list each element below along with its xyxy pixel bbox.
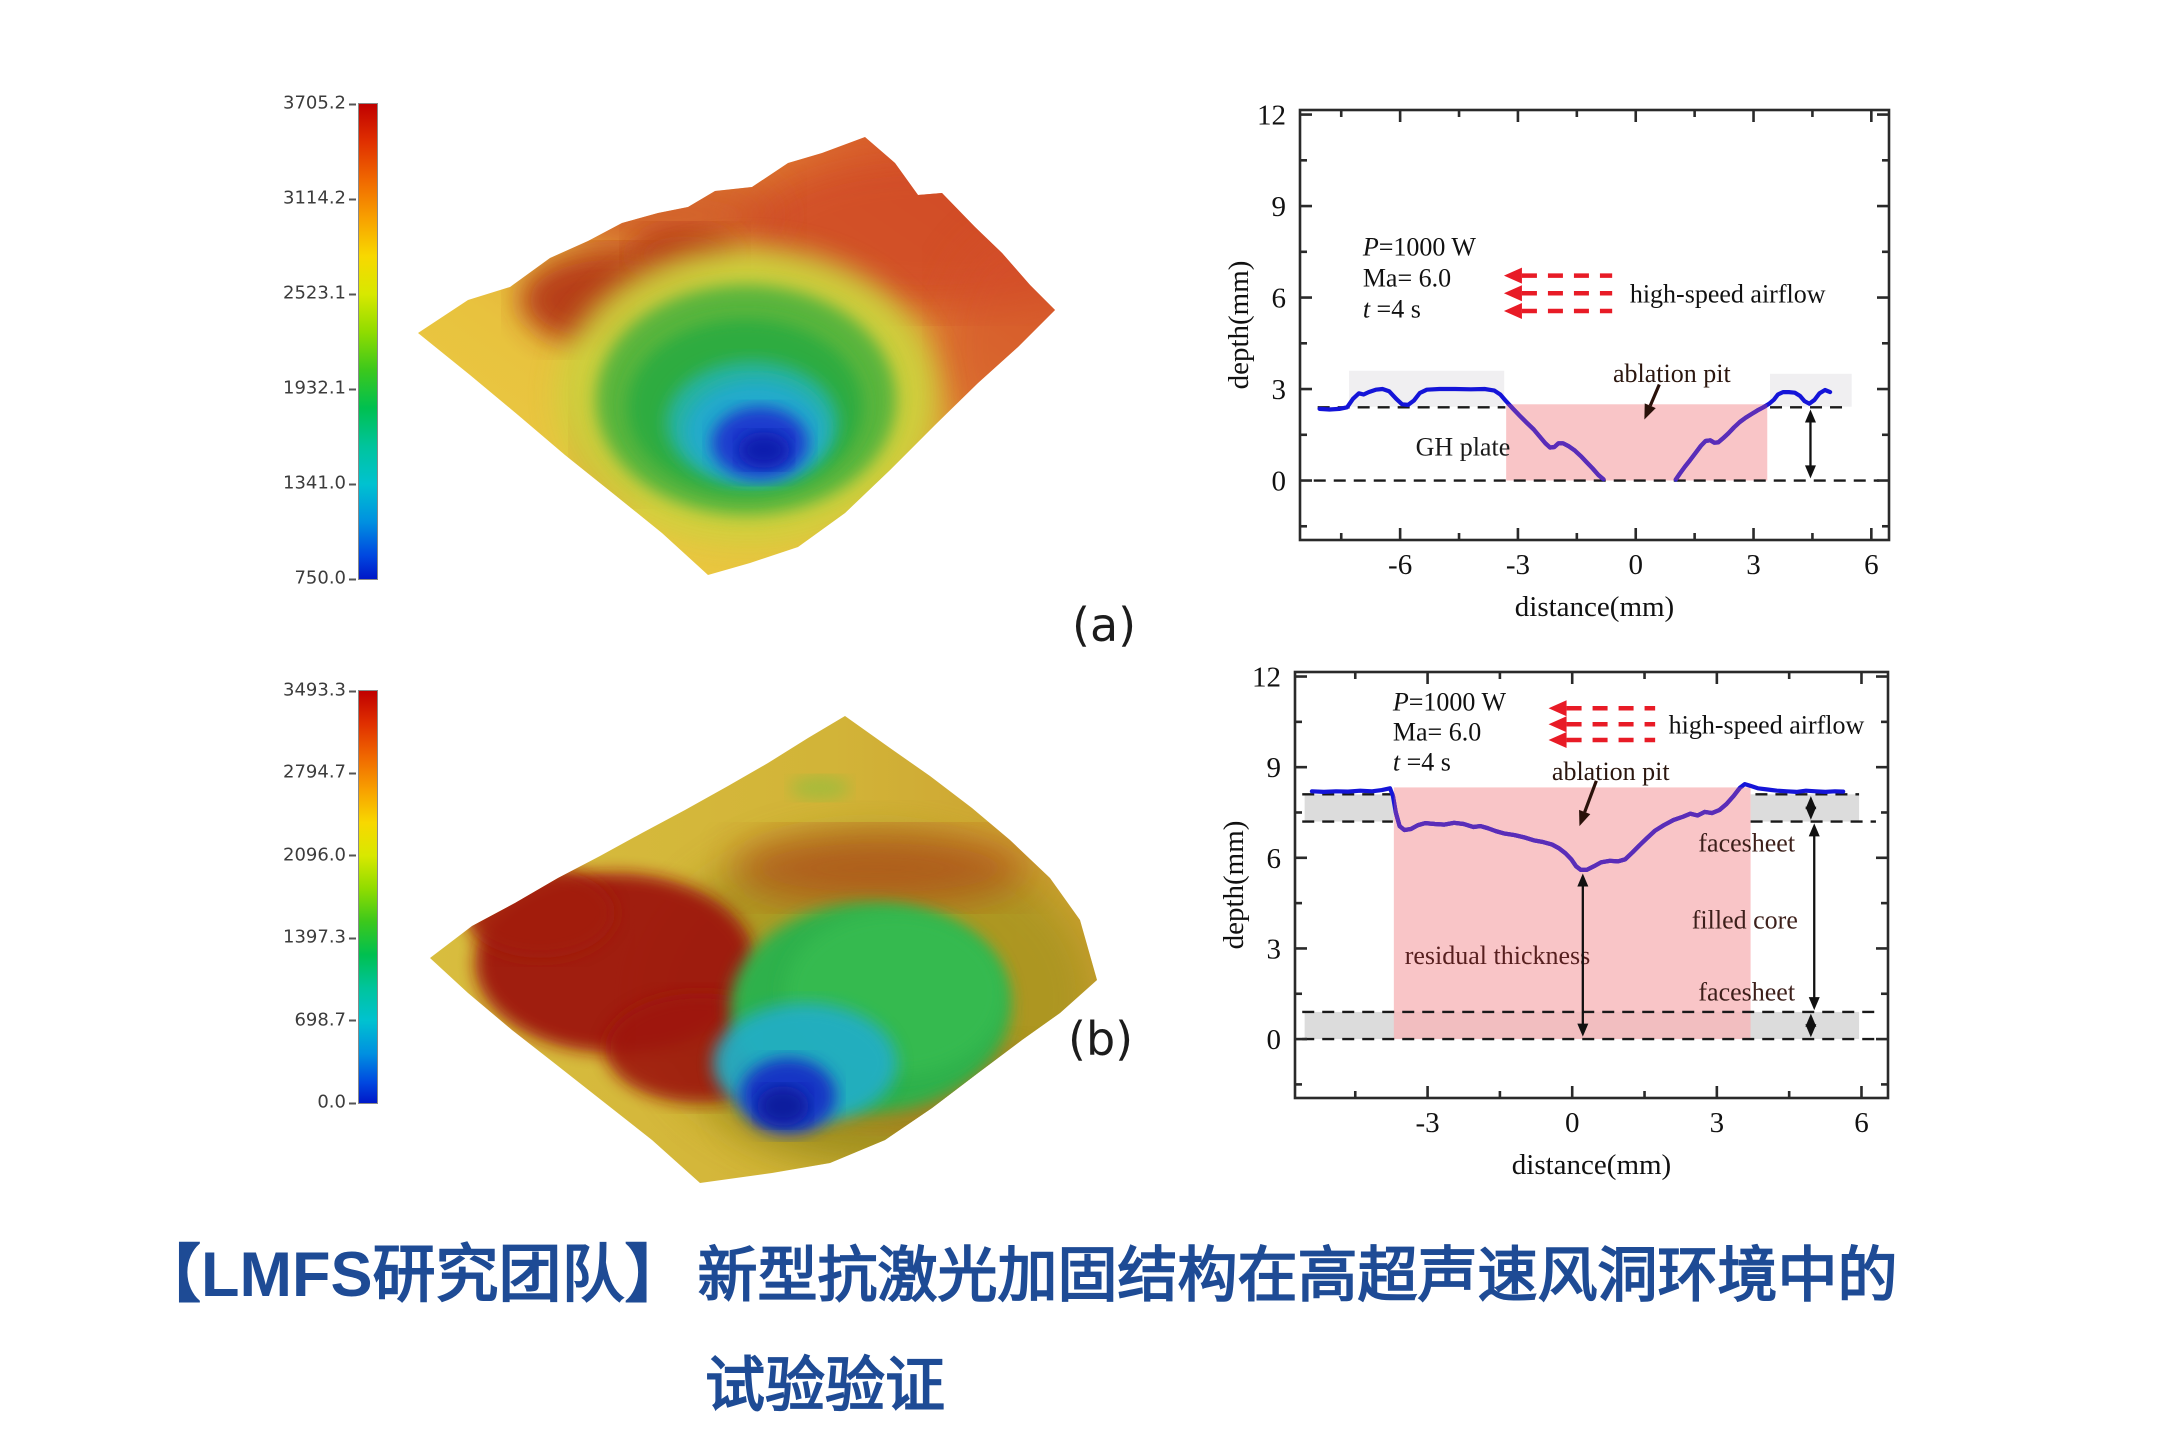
svg-text:t =4 s: t =4 s bbox=[1393, 748, 1451, 777]
high-speed-airflow-arrows bbox=[1548, 700, 1656, 748]
annotations: ablation pit facesheet filled core residual… bbox=[1405, 757, 1798, 1007]
pit-pointer-arrow bbox=[1579, 780, 1598, 827]
svg-text:0: 0 bbox=[1628, 549, 1643, 581]
colorbar-height-scale-a: 3705.2 3114.2 2523.1 1932.1 1341.0 750.0 bbox=[252, 93, 402, 589]
svg-text:Ma= 6.0: Ma= 6.0 bbox=[1393, 718, 1481, 747]
measurement-arrows bbox=[1577, 796, 1820, 1038]
colorbar-a-tick-label: 1341.0 bbox=[252, 473, 356, 494]
colorbar-b-tick-label: 698.7 bbox=[252, 1009, 356, 1030]
depth-profile-chart-b: -3 0 3 6 0 3 6 9 12 distance(mm) depth(mm) high-spe… bbox=[1220, 662, 1890, 1181]
svg-text:3: 3 bbox=[1746, 549, 1761, 581]
svg-text:facesheet: facesheet bbox=[1698, 977, 1795, 1006]
svg-text:12: 12 bbox=[1252, 662, 1281, 694]
svg-text:6: 6 bbox=[1267, 843, 1282, 875]
colorbar-a-tick-label: 750.0 bbox=[252, 568, 356, 589]
panel-label-a: (a) bbox=[1072, 598, 1137, 652]
colorbar-a-tick-label: 1932.1 bbox=[252, 378, 356, 399]
measurement-arrows bbox=[1804, 409, 1816, 479]
svg-text:3: 3 bbox=[1267, 933, 1282, 965]
svg-text:depth(mm): depth(mm) bbox=[1220, 821, 1250, 950]
svg-text:0: 0 bbox=[1272, 466, 1287, 498]
ablation-pit-region bbox=[1506, 404, 1768, 481]
high-speed-airflow-arrows bbox=[1503, 267, 1613, 319]
svg-text:ablation pit: ablation pit bbox=[1613, 359, 1731, 388]
annotations: ablation pit GH plate bbox=[1416, 359, 1732, 461]
svg-text:0: 0 bbox=[1565, 1107, 1580, 1139]
svg-text:P=1000 W: P=1000 W bbox=[1392, 687, 1507, 716]
colorbar-b-tick-label: 1397.3 bbox=[252, 927, 356, 948]
svg-text:3: 3 bbox=[1272, 374, 1287, 406]
colorbar-b-tick-label: 0.0 bbox=[252, 1092, 356, 1113]
svg-text:facesheet: facesheet bbox=[1698, 829, 1795, 858]
svg-text:depth(mm): depth(mm) bbox=[1223, 261, 1255, 390]
colorbar-b-tick-label: 3493.3 bbox=[252, 680, 356, 701]
experiment-params: P=1000 WMa= 6.0t =4 s bbox=[1392, 687, 1507, 776]
panel-label-b: (b) bbox=[1068, 1012, 1134, 1066]
plot-frame bbox=[1298, 108, 1891, 542]
colorbar-gradient-b bbox=[358, 690, 378, 1104]
colorbar-height-scale-b: 3493.3 2794.7 2096.0 1397.3 698.7 0.0 bbox=[252, 680, 402, 1113]
svg-text:residual thickness: residual thickness bbox=[1405, 941, 1591, 970]
svg-text:3: 3 bbox=[1710, 1107, 1725, 1139]
svg-text:6: 6 bbox=[1864, 549, 1879, 581]
colorbar-a-tick-label: 3114.2 bbox=[252, 188, 356, 209]
axis-labels: -3 0 3 6 0 3 6 9 12 distance(mm) depth(mm) bbox=[1220, 662, 1869, 1181]
plot-frame bbox=[1293, 670, 1890, 1100]
axis-labels: -6 -3 0 3 6 0 3 6 9 12 distance(mm) depth(mm) bbox=[1223, 100, 1879, 623]
colorbar-b-tick-label: 2096.0 bbox=[252, 844, 356, 865]
svg-text:6: 6 bbox=[1272, 283, 1287, 315]
profile-curve-in-pit bbox=[1506, 404, 1606, 481]
ablation-surface-3d-a bbox=[418, 137, 1055, 575]
colorbar-a-tick-label: 3705.2 bbox=[252, 93, 356, 114]
airflow-label: high-speed airflow bbox=[1669, 710, 1865, 739]
svg-text:9: 9 bbox=[1272, 191, 1287, 223]
svg-text:0: 0 bbox=[1267, 1024, 1282, 1056]
profile-curve-in-pit bbox=[1673, 404, 1768, 481]
svg-text:-6: -6 bbox=[1388, 549, 1412, 581]
svg-text:12: 12 bbox=[1257, 100, 1286, 132]
svg-text:6: 6 bbox=[1854, 1107, 1869, 1139]
svg-text:9: 9 bbox=[1267, 752, 1282, 784]
svg-text:filled core: filled core bbox=[1692, 906, 1798, 935]
title-team-prefix: 【LMFS研究团队】 bbox=[138, 1240, 688, 1310]
airflow-label: high-speed airflow bbox=[1630, 279, 1826, 308]
svg-text:t =4 s: t =4 s bbox=[1363, 295, 1421, 324]
title-line2: 试验验证 bbox=[705, 1352, 945, 1419]
slide-title: 【LMFS研究团队】 新型抗激光加固结构在高超声速风洞环境中的 试验验证 bbox=[138, 1224, 2038, 1424]
reference-dashed-lines bbox=[1302, 793, 1876, 1041]
svg-text:Ma= 6.0: Ma= 6.0 bbox=[1363, 263, 1451, 292]
title-line1: 新型抗激光加固结构在高超声速风洞环境中的 bbox=[697, 1242, 1898, 1309]
svg-text:distance(mm): distance(mm) bbox=[1512, 1149, 1671, 1181]
depth-profile-chart-a: -6 -3 0 3 6 0 3 6 9 12 distance(mm) depth(mm) high-s… bbox=[1223, 100, 1891, 623]
surface-a-detail bbox=[520, 150, 1055, 543]
profile-curve-in-pit bbox=[1393, 787, 1751, 872]
colorbar-b-tick-label: 2794.7 bbox=[252, 762, 356, 783]
ablation-surface-3d-b bbox=[430, 716, 1097, 1183]
svg-text:ablation pit: ablation pit bbox=[1552, 757, 1670, 786]
svg-text:-3: -3 bbox=[1506, 549, 1530, 581]
pit-pointer-arrow bbox=[1644, 383, 1661, 420]
experiment-params: P=1000 WMa= 6.0 t =4 s bbox=[1362, 232, 1477, 323]
ablation-pit-region bbox=[1393, 787, 1751, 1040]
colorbar-gradient-a bbox=[358, 103, 378, 580]
svg-text:-3: -3 bbox=[1415, 1107, 1439, 1139]
svg-text:P=1000 W: P=1000 W bbox=[1362, 232, 1477, 261]
svg-text:GH plate: GH plate bbox=[1416, 432, 1511, 461]
svg-text:distance(mm): distance(mm) bbox=[1515, 591, 1674, 623]
colorbar-a-tick-label: 2523.1 bbox=[252, 283, 356, 304]
